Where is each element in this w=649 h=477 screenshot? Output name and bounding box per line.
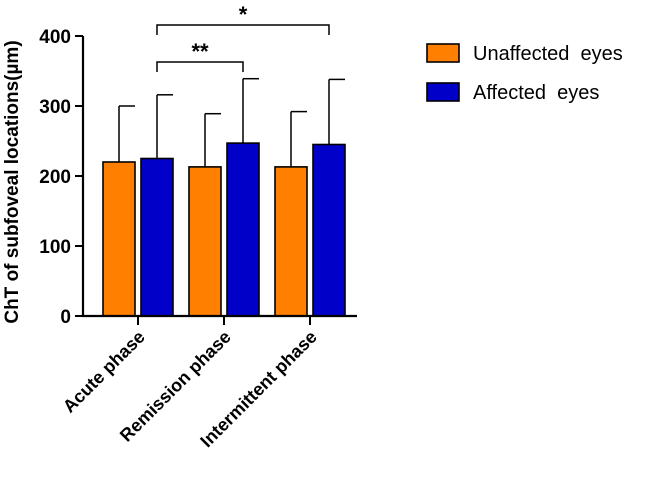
bar-affected-1 (226, 142, 260, 317)
bars-group (102, 142, 346, 317)
significance-bracket-1 (156, 24, 330, 35)
y-tick-label-1: 100 (39, 237, 71, 258)
legend-swatch-1 (426, 82, 460, 102)
legend: Unaffected eyes Affected eyes (426, 43, 623, 104)
y-axis-title-group: ChT of subfoveal locations(µm) (2, 40, 23, 323)
y-axis-title: ChT of subfoveal locations(µm) (2, 40, 23, 323)
y-tick-label-3: 300 (39, 97, 71, 118)
y-tick-label-4: 400 (39, 27, 71, 48)
legend-label-1: Affected eyes (473, 82, 599, 104)
y-tick-label-2: 200 (39, 167, 71, 188)
significance-bracket-0 (156, 61, 244, 72)
significance-group: *** (156, 2, 330, 72)
error-bars-group (118, 77, 345, 167)
bar-affected-0 (140, 157, 174, 317)
legend-label-0: Unaffected eyes (473, 43, 623, 65)
y-tick-label-0: 0 (60, 307, 71, 328)
x-tick-label-0: Acute phase (59, 327, 149, 417)
significance-label-0: ** (191, 39, 209, 64)
significance-label-1: * (239, 2, 248, 27)
bar-unaffected-1 (188, 166, 222, 317)
bar-unaffected-2 (274, 166, 308, 317)
legend-swatch-0 (426, 43, 460, 63)
bar-unaffected-0 (102, 161, 136, 317)
bar-affected-2 (312, 143, 346, 317)
